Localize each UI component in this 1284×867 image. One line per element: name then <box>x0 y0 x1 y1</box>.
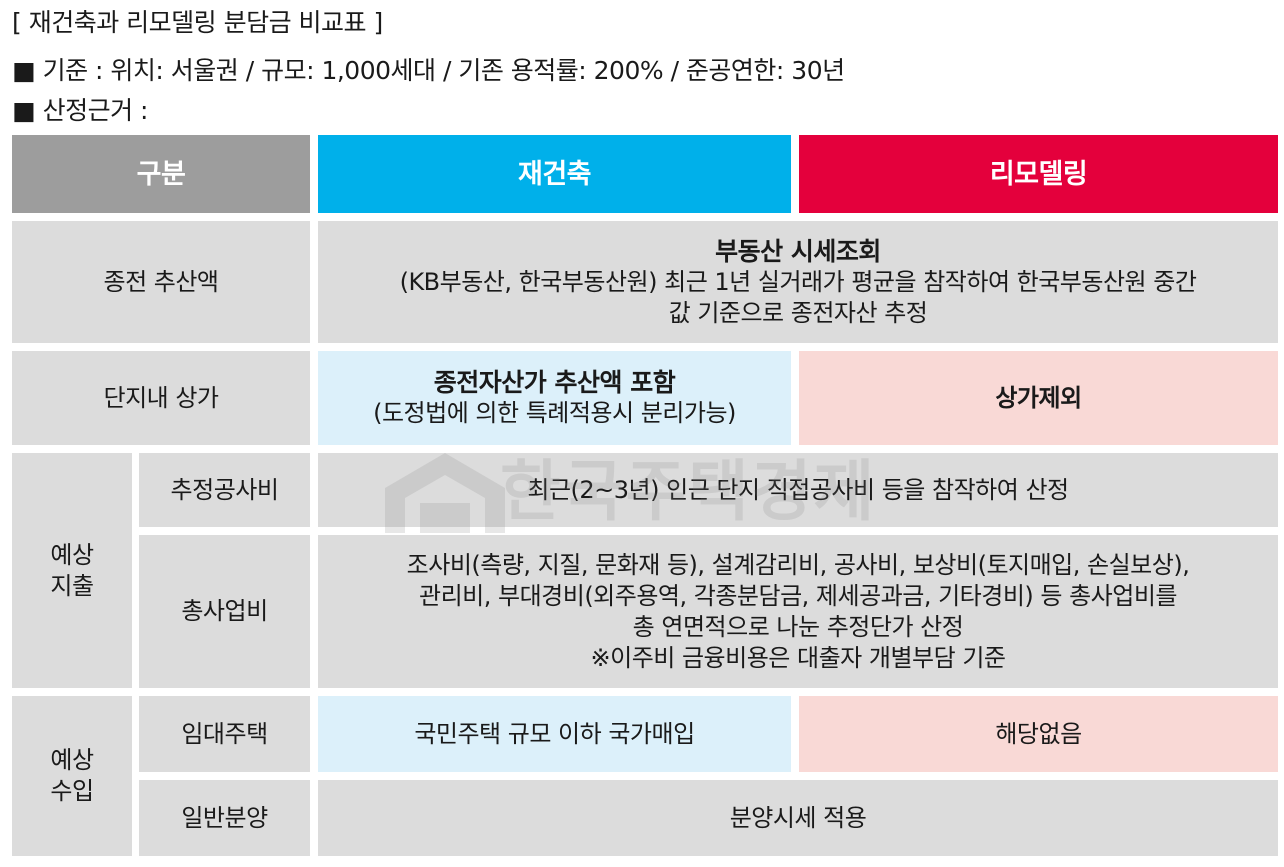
col-header-rebuild: 재건축 <box>318 135 791 213</box>
row-label-construction: 추정공사비 <box>139 453 310 527</box>
row-label-total-project: 총사업비 <box>139 535 310 688</box>
total-project-line-3: 총 연면적으로 나눈 추정단가 산정 <box>632 612 964 641</box>
rental-remodel-cell: 해당없음 <box>799 696 1278 772</box>
shops-rebuild-note: (도정법에 의한 특례적용시 분리가능) <box>373 399 736 427</box>
group-label-income: 예상 수입 <box>12 696 132 856</box>
doc-title: [ 재건축과 리모델링 분담금 비교표 ] <box>12 8 383 37</box>
total-project-cell: 조사비(측량, 지질, 문화재 등), 설계감리비, 공사비, 보상비(토지매입… <box>318 535 1278 688</box>
shops-remodel-cell: 상가제외 <box>799 351 1278 445</box>
row-label-shops: 단지내 상가 <box>12 351 310 445</box>
group-expense-line-2: 지출 <box>50 571 94 600</box>
construction-cell: 최근(2~3년) 인근 단지 직접공사비 등을 참작하여 산정 <box>318 453 1278 527</box>
row-label-rental: 임대주택 <box>139 696 310 772</box>
shops-rebuild-title: 종전자산가 추산액 포함 <box>433 368 676 397</box>
total-project-line-1: 조사비(측량, 지질, 문화재 등), 설계감리비, 공사비, 보상비(토지매입… <box>406 550 1190 579</box>
shops-rebuild-cell: 종전자산가 추산액 포함 (도정법에 의한 특례적용시 분리가능) <box>318 351 791 445</box>
appraisal-line-2: 값 기준으로 종전자산 추정 <box>668 298 928 327</box>
group-income-line-2: 수입 <box>50 777 94 805</box>
appraisal-cell: 부동산 시세조회 (KB부동산, 한국부동산원) 최근 1년 실거래가 평균을 … <box>318 221 1278 343</box>
group-expense-line-1: 예상 <box>50 540 94 569</box>
appraisal-line-1: (KB부동산, 한국부동산원) 최근 1년 실거래가 평균을 참작하여 한국부동… <box>399 267 1197 296</box>
col-header-remodel: 리모델링 <box>799 135 1278 213</box>
rental-rebuild-cell: 국민주택 규모 이하 국가매입 <box>318 696 791 772</box>
row-label-appraisal: 종전 추산액 <box>12 221 310 343</box>
group-income-line-1: 예상 <box>50 746 94 774</box>
appraisal-title: 부동산 시세조회 <box>715 236 881 266</box>
general-sale-cell: 분양시세 적용 <box>318 780 1278 856</box>
total-project-line-2: 관리비, 부대경비(외주용역, 각종분담금, 제세공과금, 기타경비) 등 총사… <box>419 581 1178 610</box>
row-label-general-sale: 일반분양 <box>139 780 310 856</box>
total-project-line-4: ※이주비 금융비용은 대출자 개별부담 기준 <box>590 643 1006 672</box>
basis-line: ■ 산정근거 : <box>12 96 148 125</box>
col-header-category: 구분 <box>12 135 310 213</box>
group-label-expense: 예상 지출 <box>12 453 132 688</box>
criteria-line: ■ 기준 : 위치: 서울권 / 규모: 1,000세대 / 기존 용적률: 2… <box>12 56 845 85</box>
